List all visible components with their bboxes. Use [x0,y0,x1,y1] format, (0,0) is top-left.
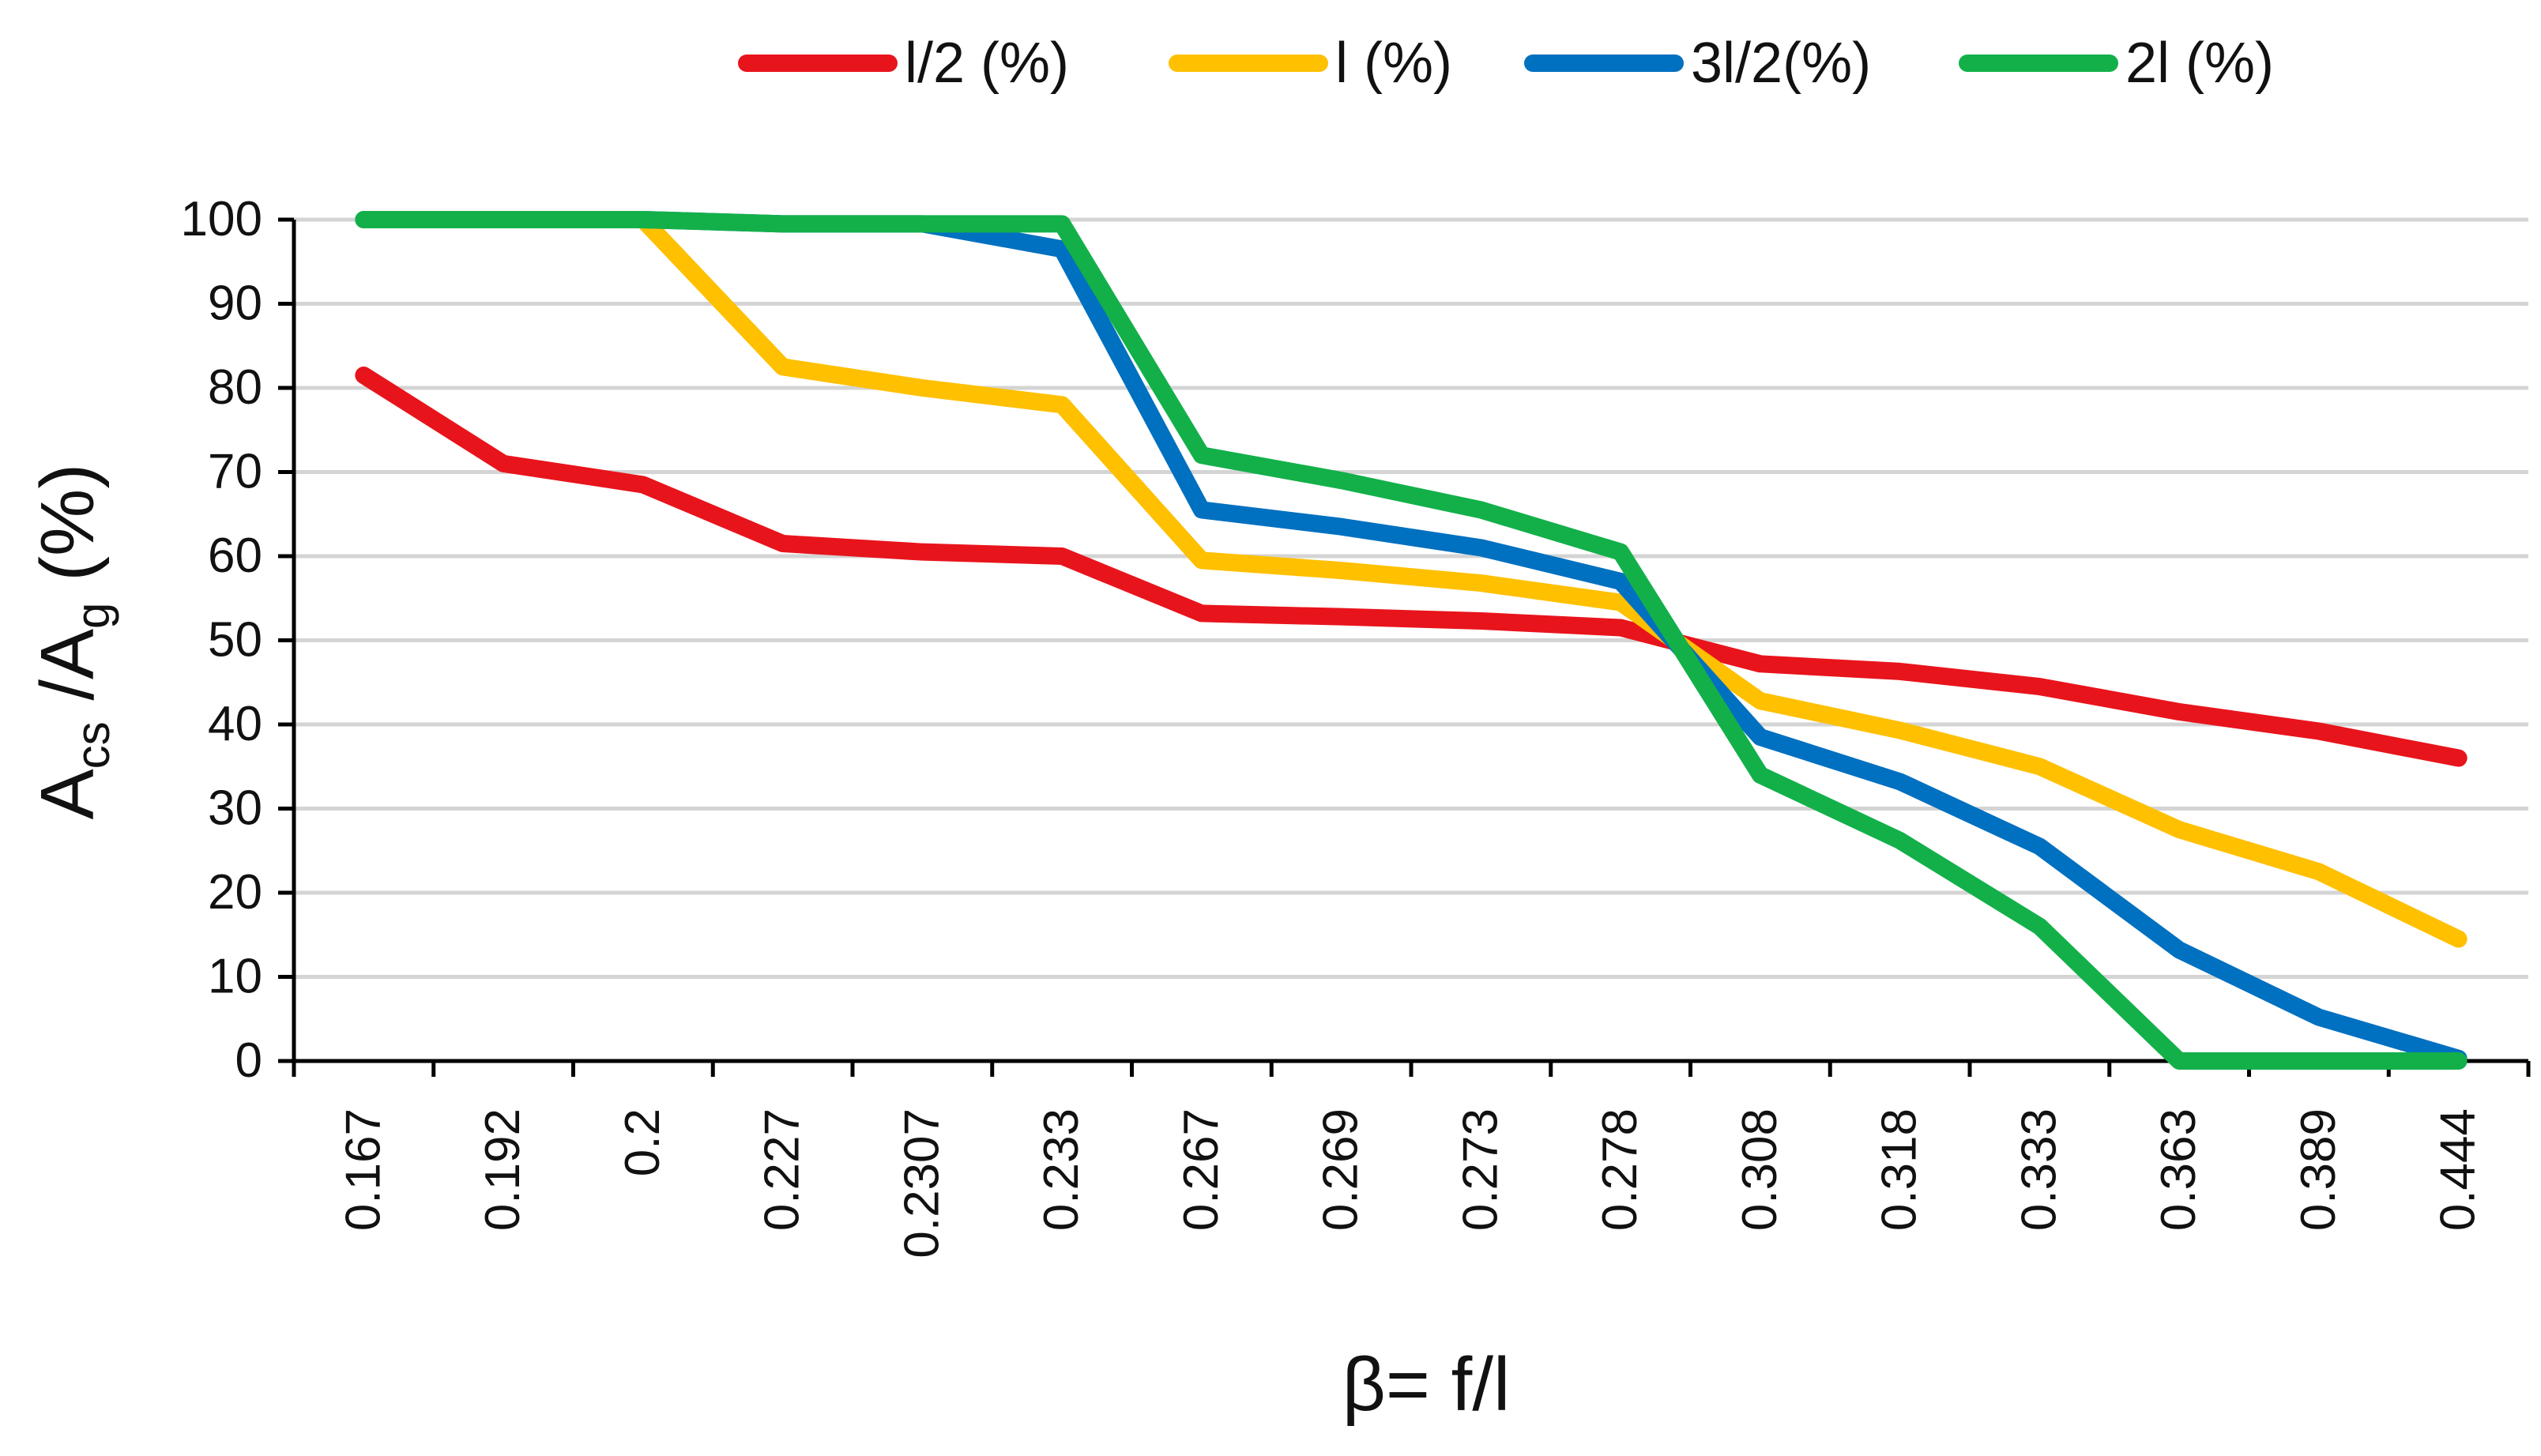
y-tick-label: 80 [208,360,262,415]
series-layer [355,211,2468,1070]
axes-layer [278,217,2531,1077]
x-tick-label: 0.318 [1873,1108,1927,1231]
legend-label-1: l/2 (%) [905,32,1069,95]
x-tick-label: 0.273 [1453,1108,1508,1231]
legend-label-3: 3l/2(%) [1691,32,1871,95]
legend-label-2: l (%) [1335,32,1452,95]
y-axis-title-main: A [25,769,110,819]
grid-layer [294,217,2528,979]
x-tick-label: 0.233 [1034,1108,1089,1231]
y-tick-label: 100 [181,192,262,246]
x-tick-label: 0.192 [476,1108,530,1231]
y-axis-title-middle: /A [25,629,110,721]
x-tick-label: 0.267 [1174,1108,1229,1231]
x-tick-label: 0.278 [1593,1108,1647,1231]
y-axis-title-subscript-g: g [66,603,119,629]
x-tick-label: 0.363 [2151,1108,2206,1231]
x-tick-label: 0.269 [1314,1108,1368,1231]
x-tick-label: 0.227 [755,1108,810,1231]
legend-label-4: 2l (%) [2125,32,2274,95]
y-axis-title: Acs /Ag (%) [25,464,119,820]
y-tick-label: 60 [208,529,262,583]
y-tick-label: 50 [208,613,262,668]
y-axis-title-subscript-cs: cs [66,721,119,769]
y-tick-label: 70 [208,445,262,499]
legend: l/2 (%) l (%) 3l/2(%) 2l (%) [738,32,2274,95]
series-line-1 [355,367,2468,767]
x-tick-label: 0.308 [1733,1108,1787,1231]
series-line-2 [355,211,2468,948]
x-tick-label: 0.167 [336,1108,390,1231]
y-tick-label: 90 [208,277,262,331]
y-tick-label: 10 [208,950,262,1004]
series-line-4 [355,211,2468,1070]
y-tick-label: 30 [208,781,262,836]
y-tick-label: 0 [235,1033,262,1088]
x-tick-label: 0.333 [2012,1108,2066,1231]
x-tick-label: 0.2307 [894,1108,949,1258]
y-tick-label: 40 [208,697,262,751]
y-tick-label: 20 [208,865,262,920]
x-tick-label: 0.444 [2431,1108,2486,1231]
x-tick-label: 0.389 [2291,1108,2346,1231]
x-tick-label: 0.2 [615,1108,670,1176]
x-axis-title: β= f/l [1342,1342,1511,1427]
y-axis-title-tail: (%) [25,464,110,603]
tick-label-layer: 0 10 20 30 40 50 60 70 80 90 100 0.167 0.192 0.2 0.227… [181,192,2486,1258]
